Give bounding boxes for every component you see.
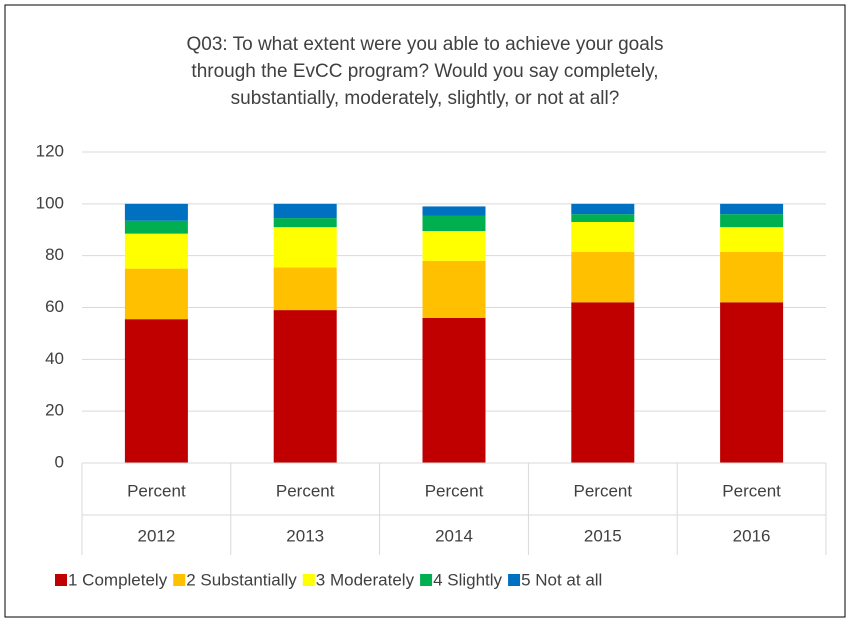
bar-segment bbox=[273, 267, 337, 311]
y-tick-label: 120 bbox=[36, 141, 64, 160]
bar-segment bbox=[124, 233, 188, 269]
x-tick-sublabel: Percent bbox=[276, 481, 335, 500]
bar-segment bbox=[720, 251, 784, 303]
bar-segment bbox=[422, 215, 486, 232]
legend-label: 1 Completely bbox=[68, 570, 168, 589]
bar-segment bbox=[571, 302, 635, 463]
y-tick-label: 80 bbox=[45, 245, 64, 264]
y-tick-label: 100 bbox=[36, 193, 64, 212]
legend-label: 3 Moderately bbox=[316, 570, 415, 589]
bar-segment bbox=[422, 317, 486, 463]
legend-swatch bbox=[508, 574, 521, 586]
legend-swatch bbox=[173, 574, 186, 586]
chart-title: Q03: To what extent were you able to ach… bbox=[186, 34, 663, 55]
bar-segment bbox=[422, 260, 486, 318]
bar-segment bbox=[422, 206, 486, 216]
bar-segment bbox=[422, 231, 486, 261]
legend-label: 2 Substantially bbox=[186, 570, 297, 589]
chart-title: through the EvCC program? Would you say … bbox=[191, 61, 658, 82]
x-tick-label: 2014 bbox=[435, 526, 473, 545]
x-tick-label: 2012 bbox=[137, 526, 175, 545]
y-tick-label: 20 bbox=[45, 401, 64, 420]
chart-title: substantially, moderately, slightly, or … bbox=[231, 88, 620, 109]
bar-segment bbox=[571, 221, 635, 252]
x-tick-label: 2013 bbox=[286, 526, 324, 545]
bar-segment bbox=[124, 203, 188, 221]
bar-segment bbox=[571, 251, 635, 303]
legend-swatch bbox=[55, 574, 67, 586]
bar-segment bbox=[273, 203, 337, 219]
bar-segment bbox=[273, 227, 337, 268]
legend-swatch bbox=[420, 574, 433, 586]
bar-segment bbox=[720, 203, 784, 215]
bar-segment bbox=[571, 203, 635, 215]
x-tick-sublabel: Percent bbox=[722, 481, 781, 500]
y-tick-label: 0 bbox=[55, 452, 64, 471]
x-tick-sublabel: Percent bbox=[127, 481, 186, 500]
legend-swatch bbox=[302, 574, 315, 586]
x-tick-label: 2015 bbox=[584, 526, 622, 545]
bar-segment bbox=[720, 227, 784, 252]
bar-segment bbox=[124, 268, 188, 320]
legend-label: 4 Slightly bbox=[433, 570, 502, 589]
legend-label: 5 Not at all bbox=[521, 570, 602, 589]
bar-segment bbox=[720, 214, 784, 228]
bar-segment bbox=[124, 220, 188, 234]
x-tick-sublabel: Percent bbox=[425, 481, 484, 500]
x-tick-label: 2016 bbox=[733, 526, 771, 545]
y-tick-label: 40 bbox=[45, 349, 64, 368]
x-tick-sublabel: Percent bbox=[574, 481, 633, 500]
y-tick-label: 60 bbox=[45, 297, 64, 316]
bar-segment bbox=[124, 319, 188, 463]
bar-segment bbox=[273, 310, 337, 463]
bar-segment bbox=[571, 214, 635, 222]
bar-segment bbox=[273, 218, 337, 228]
bar-segment bbox=[720, 302, 784, 463]
